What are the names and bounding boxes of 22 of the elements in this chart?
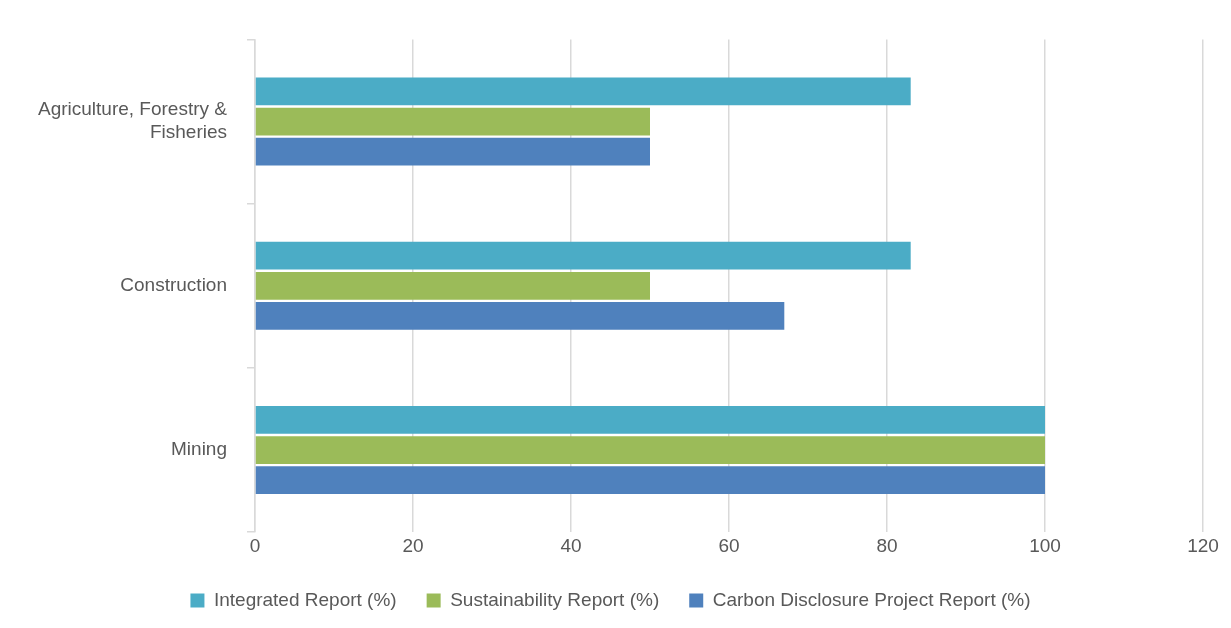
x-tick-label: 20: [402, 534, 424, 556]
x-tick-label: 40: [560, 534, 582, 556]
bar: [255, 466, 1045, 495]
bar: [255, 107, 650, 136]
y-tick-label: Construction: [120, 274, 227, 296]
x-tick-label: 100: [1029, 534, 1061, 556]
x-tick-label: 60: [718, 534, 740, 556]
bar: [255, 137, 650, 166]
x-tick-label: 120: [1187, 534, 1219, 556]
y-tick-label: Agriculture, Forestry & Fisheries: [38, 98, 228, 143]
x-tick-label: 80: [876, 534, 898, 556]
legend-label: Sustainability Report (%): [450, 588, 660, 610]
x-tick-label: 0: [249, 534, 261, 556]
bar: [255, 271, 650, 300]
bar: [255, 406, 1045, 434]
legend-label: Integrated Report (%): [213, 588, 397, 610]
bar: [255, 436, 1045, 464]
bar: [255, 302, 785, 330]
bar: [255, 241, 911, 270]
y-tick-label: Mining: [171, 438, 227, 460]
bar: [255, 77, 911, 106]
legend-label: Carbon Disclosure Project Report (%): [712, 588, 1031, 610]
